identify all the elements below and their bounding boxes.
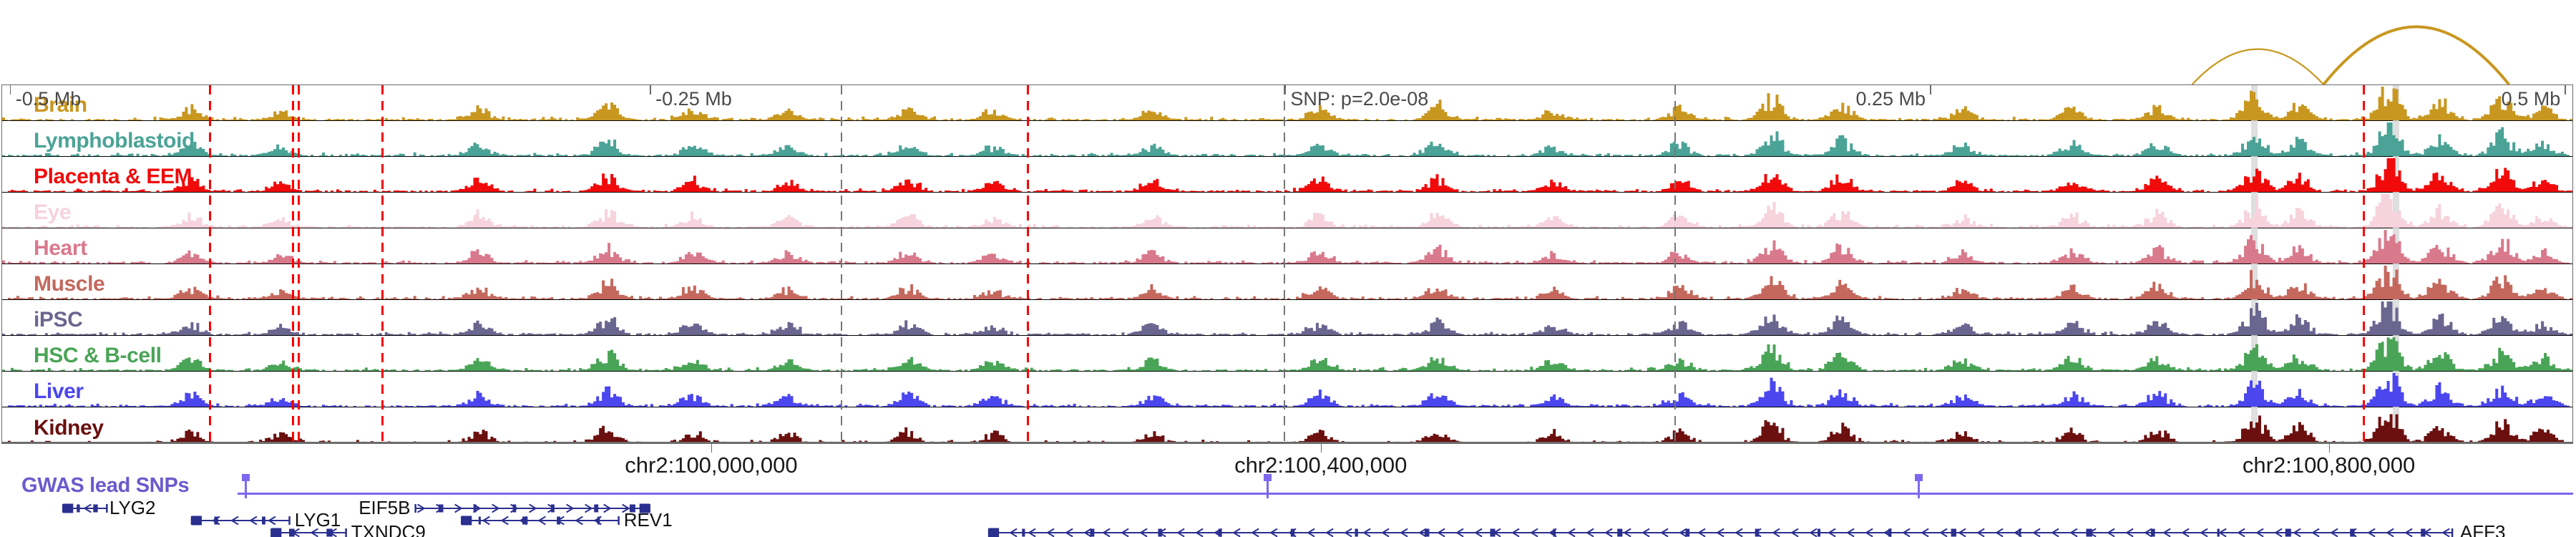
axis-tick bbox=[1320, 442, 1322, 453]
gwas-snp-stem bbox=[1917, 480, 1920, 498]
signal-track[interactable]: Lymphoblastoid bbox=[2, 121, 2572, 157]
gwas-lead-snp-mark[interactable] bbox=[241, 474, 250, 498]
signal-track[interactable]: Eye bbox=[2, 193, 2572, 228]
gene-exon-intron-structure bbox=[62, 503, 108, 513]
track-label-lymphoblastoid: Lymphoblastoid bbox=[34, 129, 195, 153]
gene-annotation-track[interactable]: LYG2 EIF5B REV1 LYG1 TXNDC9 AFF3 bbox=[1, 497, 2573, 537]
chromatin-loop-arc bbox=[2191, 48, 2325, 84]
gene-exon-intron-structure bbox=[414, 503, 650, 513]
gene-name-label: TXNDC9 bbox=[351, 521, 426, 537]
signal-track[interactable]: Heart bbox=[2, 228, 2572, 264]
chromatin-loop-arc bbox=[2322, 25, 2510, 84]
axis-tick bbox=[2328, 442, 2331, 453]
gene-name-label: LYG1 bbox=[294, 509, 341, 531]
track-label-kidney: Kidney bbox=[34, 416, 104, 440]
genomic-axis-line bbox=[1, 442, 2573, 444]
track-label-heart: Heart bbox=[34, 236, 87, 260]
gwas-snp-cap bbox=[1914, 474, 1923, 481]
track-label-hsc-b-cell: HSC & B-cell bbox=[34, 344, 162, 367]
gwas-snp-cap bbox=[241, 474, 250, 481]
signal-profile bbox=[2, 230, 2572, 263]
signal-profile bbox=[2, 122, 2572, 156]
gene-model[interactable]: TXNDC9 bbox=[1, 521, 2573, 537]
signal-profile bbox=[2, 373, 2572, 407]
gene-model[interactable]: EIF5B bbox=[1, 497, 2573, 518]
signal-track[interactable]: HSC & B-cell bbox=[2, 336, 2572, 372]
gene-exon-intron-structure bbox=[987, 528, 2454, 537]
axis-tick bbox=[711, 442, 713, 453]
signal-profile bbox=[2, 266, 2572, 299]
gene-exon-intron-structure bbox=[190, 516, 291, 526]
track-label-liver: Liver bbox=[34, 379, 84, 403]
signal-track[interactable]: iPSC bbox=[2, 300, 2572, 336]
gene-model[interactable]: LYG1 bbox=[1, 509, 2573, 531]
gene-model[interactable]: LYG2 bbox=[1, 497, 2573, 518]
signal-profile bbox=[2, 87, 2572, 120]
gwas-lead-snp-mark[interactable] bbox=[1264, 474, 1272, 498]
gene-name-label: LYG2 bbox=[109, 497, 156, 518]
signal-profile bbox=[2, 414, 2565, 442]
gwas-lead-snps-track[interactable]: GWAS lead SNPs bbox=[1, 474, 2573, 498]
signal-profile bbox=[2, 337, 2572, 371]
track-label-ipsc: iPSC bbox=[34, 308, 83, 332]
signal-track[interactable]: Liver bbox=[2, 372, 2572, 407]
annotation-panel: chr2:100,000,000 chr2:100,400,000 chr2:100… bbox=[1, 442, 2573, 537]
chromatin-loop-arcs bbox=[2191, 25, 2510, 84]
gwas-lead-snp-mark[interactable] bbox=[1914, 474, 1923, 498]
gene-name-label: EIF5B bbox=[358, 497, 411, 518]
gwas-baseline bbox=[238, 493, 2573, 495]
signal-profile bbox=[2, 194, 2572, 228]
tracks-container: Brain Lymphoblastoid Placenta & EEM Eye Hear… bbox=[2, 85, 2572, 442]
axis-coordinate-label: chr2:100,000,000 bbox=[625, 453, 798, 478]
signal-track[interactable]: Kidney bbox=[2, 407, 2572, 442]
signal-track[interactable]: Brain bbox=[2, 85, 2572, 121]
signal-tracks-panel: Brain Lymphoblastoid Placenta & EEM Eye Hear… bbox=[1, 84, 2573, 442]
gwas-snp-stem bbox=[1267, 480, 1269, 498]
signal-track[interactable]: Placenta & EEM bbox=[2, 157, 2572, 193]
axis-coordinate-label: chr2:100,400,000 bbox=[1234, 453, 1407, 478]
gene-model[interactable]: AFF3 bbox=[1, 521, 2573, 537]
gene-model[interactable]: REV1 bbox=[1, 509, 2573, 531]
axis-coordinate-label: chr2:100,800,000 bbox=[2242, 453, 2416, 478]
gene-name-label: AFF3 bbox=[2459, 521, 2506, 537]
gene-exon-intron-structure bbox=[270, 528, 347, 537]
gene-exon-intron-structure bbox=[461, 516, 620, 526]
signal-profile bbox=[2, 158, 2572, 192]
signal-track[interactable]: Muscle bbox=[2, 264, 2572, 300]
track-label-placenta-eem: Placenta & EEM bbox=[34, 165, 192, 188]
signal-profile bbox=[2, 301, 2572, 335]
track-label-muscle: Muscle bbox=[34, 272, 105, 296]
track-label-eye: Eye bbox=[34, 200, 72, 224]
gene-name-label: REV1 bbox=[623, 509, 673, 531]
gwas-track-label: GWAS lead SNPs bbox=[21, 474, 190, 497]
track-label-brain: Brain bbox=[34, 93, 87, 117]
gwas-snp-stem bbox=[244, 480, 247, 498]
